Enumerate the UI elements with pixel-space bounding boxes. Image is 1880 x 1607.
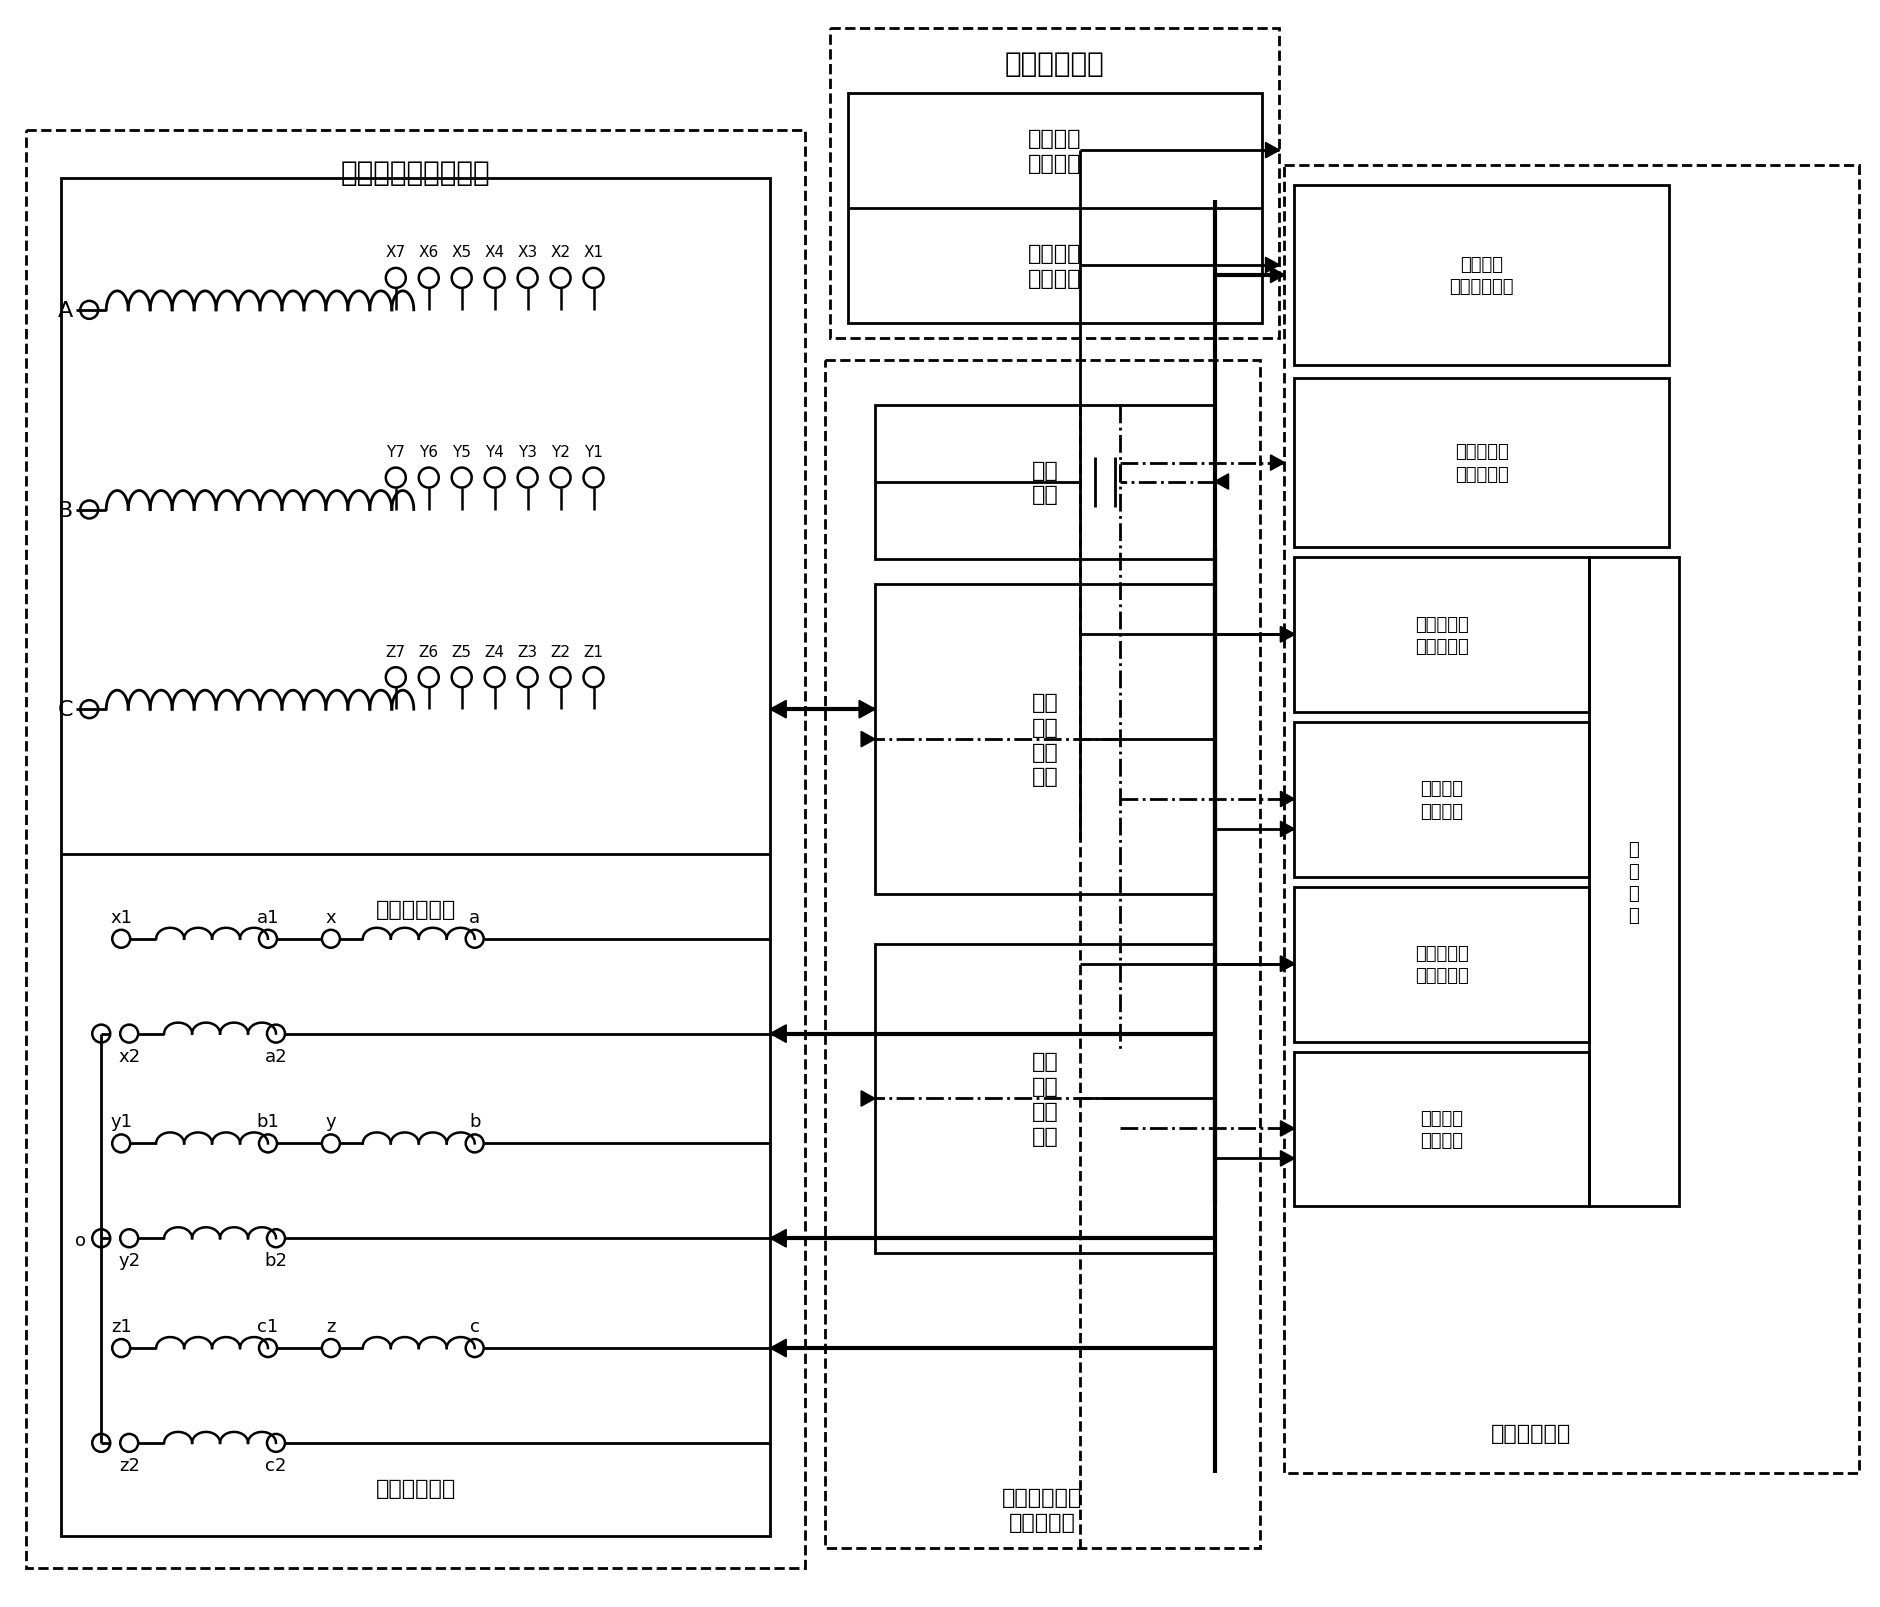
Bar	[62, 178, 771, 1536]
Polygon shape	[1280, 1122, 1295, 1136]
Bar	[1295, 379, 1669, 548]
Polygon shape	[771, 1025, 786, 1043]
Text: 高压绕组线圈: 高压绕组线圈	[376, 900, 457, 919]
Bar	[874, 585, 1214, 893]
Bar	[874, 945, 1214, 1253]
Text: z: z	[327, 1318, 337, 1335]
Text: Y1: Y1	[585, 445, 603, 460]
Polygon shape	[1214, 474, 1228, 490]
Text: y: y	[325, 1112, 337, 1131]
Polygon shape	[1271, 456, 1284, 471]
Text: x2: x2	[118, 1046, 141, 1065]
Polygon shape	[861, 731, 874, 747]
Text: y1: y1	[111, 1112, 132, 1131]
Text: o: o	[75, 1231, 86, 1250]
Polygon shape	[1280, 792, 1295, 807]
Polygon shape	[771, 701, 786, 718]
Text: 分相无功
补偿设备: 分相无功 补偿设备	[1028, 244, 1081, 289]
Text: 数据状态
信息采集模块: 数据状态 信息采集模块	[1449, 256, 1513, 296]
Polygon shape	[1280, 1151, 1295, 1167]
Text: Y2: Y2	[551, 445, 570, 460]
Bar	[1295, 186, 1669, 365]
Text: Z3: Z3	[517, 644, 538, 659]
Text: 在线负荷
调相设备: 在线负荷 调相设备	[1028, 129, 1081, 174]
Polygon shape	[1280, 956, 1295, 972]
Text: x1: x1	[111, 908, 132, 926]
Text: 综合分析判
断决策模块: 综合分析判 断决策模块	[1455, 444, 1508, 484]
Text: A: A	[58, 301, 73, 321]
Text: X7: X7	[385, 246, 406, 260]
Text: X3: X3	[517, 246, 538, 260]
Text: 综合控制单元: 综合控制单元	[1491, 1424, 1572, 1443]
Text: 有载调容
控制单元: 有载调容 控制单元	[1419, 779, 1463, 820]
Text: y2: y2	[118, 1252, 141, 1270]
Text: 低压绕组线圈: 低压绕组线圈	[376, 1478, 457, 1498]
Text: c1: c1	[258, 1318, 278, 1335]
Text: Z4: Z4	[485, 644, 504, 659]
Text: a2: a2	[265, 1046, 288, 1065]
Polygon shape	[1280, 821, 1295, 837]
Text: 有载
调压
开关
设备: 有载 调压 开关 设备	[1032, 1051, 1058, 1146]
Polygon shape	[859, 701, 874, 718]
Polygon shape	[1271, 268, 1284, 283]
Text: Z5: Z5	[451, 644, 472, 659]
Text: z1: z1	[111, 1318, 132, 1335]
Bar	[831, 29, 1280, 339]
Polygon shape	[1280, 627, 1295, 643]
Polygon shape	[1265, 143, 1280, 159]
Text: 有载调压
控制单元: 有载调压 控制单元	[1419, 1109, 1463, 1149]
Text: b: b	[468, 1112, 481, 1131]
Text: z2: z2	[118, 1456, 139, 1474]
Text: B: B	[58, 500, 73, 521]
Text: 驱动
电机: 驱动 电机	[1032, 460, 1058, 505]
Polygon shape	[1265, 259, 1280, 273]
Bar	[26, 132, 805, 1568]
Text: 有载调容调压
一体化单元: 有载调容调压 一体化单元	[1002, 1488, 1083, 1531]
Text: Z2: Z2	[551, 644, 570, 659]
Bar	[1295, 723, 1589, 877]
Text: b1: b1	[256, 1112, 280, 1131]
Bar	[874, 405, 1214, 561]
Text: X6: X6	[419, 246, 438, 260]
Text: 在线负荷调
相控制单元: 在线负荷调 相控制单元	[1416, 615, 1468, 656]
Bar	[1284, 166, 1859, 1474]
Text: 配电变压器本体单元: 配电变压器本体单元	[340, 159, 491, 186]
Text: X5: X5	[451, 246, 472, 260]
Bar	[1295, 887, 1589, 1041]
Text: Y7: Y7	[387, 445, 406, 460]
Text: 分相无功补
偿控制单元: 分相无功补 偿控制单元	[1416, 945, 1468, 985]
Text: x: x	[325, 908, 337, 926]
Text: 配套设备单元: 配套设备单元	[1006, 50, 1105, 79]
Polygon shape	[1280, 956, 1295, 972]
Text: Y4: Y4	[485, 445, 504, 460]
Text: Y5: Y5	[453, 445, 472, 460]
Text: c2: c2	[265, 1456, 286, 1474]
Text: X4: X4	[485, 246, 504, 260]
Text: C: C	[58, 699, 73, 720]
Polygon shape	[771, 1340, 786, 1356]
Text: 输
出
控
制: 输 出 控 制	[1628, 840, 1639, 924]
Text: Z1: Z1	[583, 644, 603, 659]
Text: c: c	[470, 1318, 479, 1335]
Bar	[1295, 1053, 1589, 1207]
Text: X2: X2	[551, 246, 572, 260]
Text: 有载
调容
开关
设备: 有载 调容 开关 设备	[1032, 693, 1058, 787]
Bar	[848, 95, 1261, 323]
Text: Y3: Y3	[519, 445, 538, 460]
Text: b2: b2	[265, 1252, 288, 1270]
Text: a: a	[470, 908, 479, 926]
Bar	[1589, 558, 1679, 1207]
Polygon shape	[1280, 627, 1295, 643]
Text: a1: a1	[258, 908, 280, 926]
Text: X1: X1	[583, 246, 603, 260]
Polygon shape	[771, 1229, 786, 1247]
Bar	[825, 360, 1260, 1548]
Text: Z7: Z7	[385, 644, 406, 659]
Polygon shape	[861, 1091, 874, 1107]
Bar	[1295, 558, 1589, 714]
Text: Y6: Y6	[419, 445, 438, 460]
Text: Z6: Z6	[419, 644, 438, 659]
